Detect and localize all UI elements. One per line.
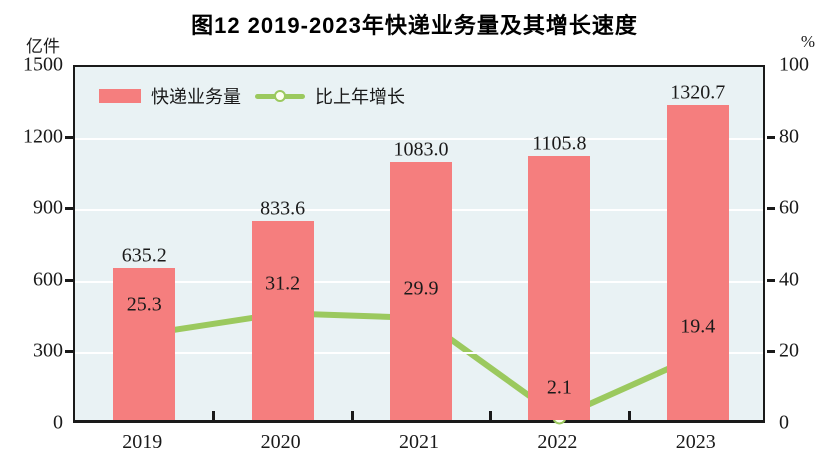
right-axis-tick-label: 20 <box>779 339 799 362</box>
x-axis-label-2023: 2023 <box>675 431 716 453</box>
legend-item-volume: 快递业务量 <box>99 83 241 109</box>
x-axis-tick <box>212 411 216 420</box>
growth-value-label: 31.2 <box>265 272 301 295</box>
left-axis-tick <box>65 350 73 354</box>
right-axis-tick-label: 80 <box>779 125 799 148</box>
left-axis-tick <box>65 207 73 211</box>
growth-value-label: 29.9 <box>403 277 439 300</box>
plot-area: 快递业务量 比上年增长 635.2 833.6 1083.0 1105.8 1320.7… <box>73 65 765 425</box>
bar-2021 <box>390 161 452 420</box>
left-axis-tick-label: 0 <box>53 411 63 434</box>
bar-2019 <box>113 268 176 420</box>
x-axis-tick <box>350 411 354 420</box>
bar-2022 <box>528 156 591 420</box>
bar-value-label: 1105.8 <box>532 132 587 155</box>
growth-value-label: 2.1 <box>546 376 572 399</box>
bar-value-label: 1320.7 <box>670 81 726 104</box>
left-axis-tick-label: 300 <box>33 339 63 362</box>
x-axis-label-2019: 2019 <box>122 431 163 453</box>
right-axis-tick-label: 40 <box>779 268 799 291</box>
x-axis-label-2022: 2022 <box>537 431 578 453</box>
x-axis-label-2020: 2020 <box>260 431 301 453</box>
right-axis-tick <box>767 350 775 354</box>
left-axis-tick-label: 600 <box>33 268 63 291</box>
gridline <box>75 137 763 140</box>
bar-value-label: 833.6 <box>260 197 306 220</box>
x-axis-label-2021: 2021 <box>399 431 439 453</box>
left-axis-unit: 亿件 <box>26 37 60 56</box>
growth-value-label: 19.4 <box>680 315 716 338</box>
x-axis-tick <box>489 411 493 420</box>
bar-value-label: 1083.0 <box>393 138 449 161</box>
bar-value-label: 635.2 <box>121 244 167 267</box>
line-series-swatch <box>255 90 305 102</box>
right-axis-tick <box>767 135 775 139</box>
x-axis-tick <box>627 411 631 420</box>
left-axis-tick-label: 1500 <box>23 53 63 76</box>
right-axis-unit: % <box>800 32 815 51</box>
bar-2020 <box>251 221 314 420</box>
right-axis-tick <box>767 207 775 211</box>
right-axis-tick <box>767 278 775 282</box>
left-axis-tick-label: 1200 <box>23 125 63 148</box>
left-axis-tick-label: 900 <box>33 196 63 219</box>
legend-label-growth: 比上年增长 <box>315 87 405 107</box>
line-sample-marker-icon <box>274 90 286 102</box>
right-axis-tick-label: 100 <box>779 53 809 76</box>
left-axis-tick <box>65 278 73 282</box>
bar-series-swatch <box>99 89 141 103</box>
right-axis-tick-label: 60 <box>779 196 799 219</box>
growth-value-label: 25.3 <box>126 293 162 316</box>
chart-title: 图12 2019-2023年快递业务量及其增长速度 <box>191 13 638 38</box>
right-axis-tick-label: 0 <box>779 411 789 434</box>
legend-label-volume: 快递业务量 <box>151 87 241 107</box>
bar-2023 <box>666 104 729 420</box>
legend-item-growth: 比上年增长 <box>255 83 405 109</box>
left-axis-tick <box>65 135 73 139</box>
legend: 快递业务量 比上年增长 <box>99 83 405 109</box>
